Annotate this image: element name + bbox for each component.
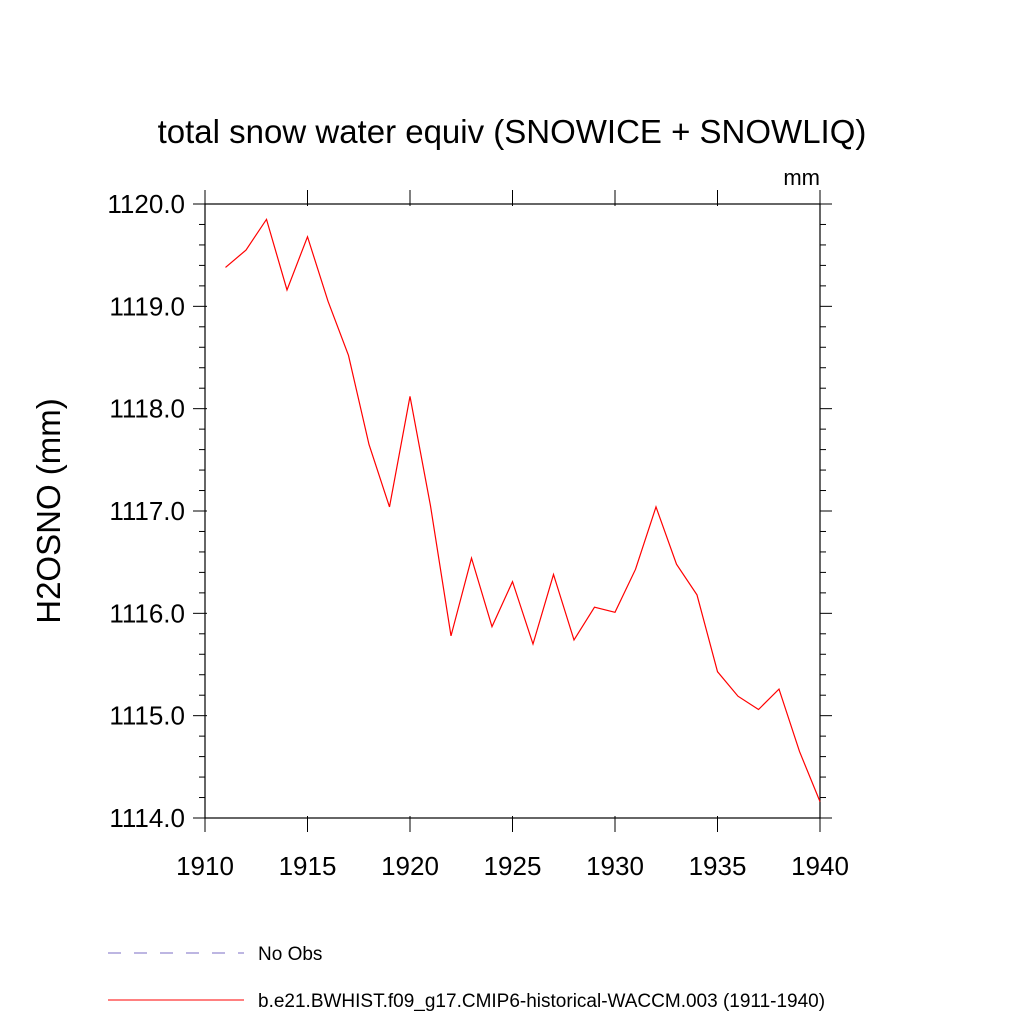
y-tick-label: 1119.0 — [109, 291, 185, 321]
x-tick-label: 1925 — [484, 851, 542, 881]
y-tick-label: 1114.0 — [109, 803, 185, 833]
units-label: mm — [783, 165, 820, 190]
y-axis-label: H2OSNO (mm) — [30, 398, 67, 624]
x-tick-label: 1915 — [279, 851, 337, 881]
tick-labels-layer: 1114.0 1115.0 1116.0 1117.0 1118.0 1119.0 1120… — [107, 189, 849, 881]
legend-label: b.e21.BWHIST.f09_g17.CMIP6-historical-WA… — [258, 991, 825, 1012]
y-tick-label: 1118.0 — [109, 394, 185, 424]
legend-label: No Obs — [258, 944, 322, 965]
y-tick-label: 1120.0 — [107, 189, 185, 219]
plot-frame — [204, 203, 821, 819]
x-tick-label: 1935 — [689, 851, 747, 881]
legend: No Obs b.e21.BWHIST.f09_g17.CMIP6-histori… — [108, 944, 825, 1012]
y-tick-label: 1116.0 — [109, 598, 185, 628]
x-tick-label: 1930 — [586, 851, 644, 881]
ticks-layer — [193, 190, 832, 832]
y-tick-label: 1117.0 — [109, 496, 185, 526]
x-tick-label: 1920 — [381, 851, 439, 881]
series-layer — [225, 217, 821, 802]
x-tick-label: 1910 — [176, 851, 234, 881]
series-line — [225, 217, 821, 802]
y-tick-label: 1115.0 — [109, 701, 185, 731]
chart-title: total snow water equiv (SNOWICE + SNOWLI… — [158, 113, 867, 150]
x-tick-label: 1940 — [791, 851, 849, 881]
